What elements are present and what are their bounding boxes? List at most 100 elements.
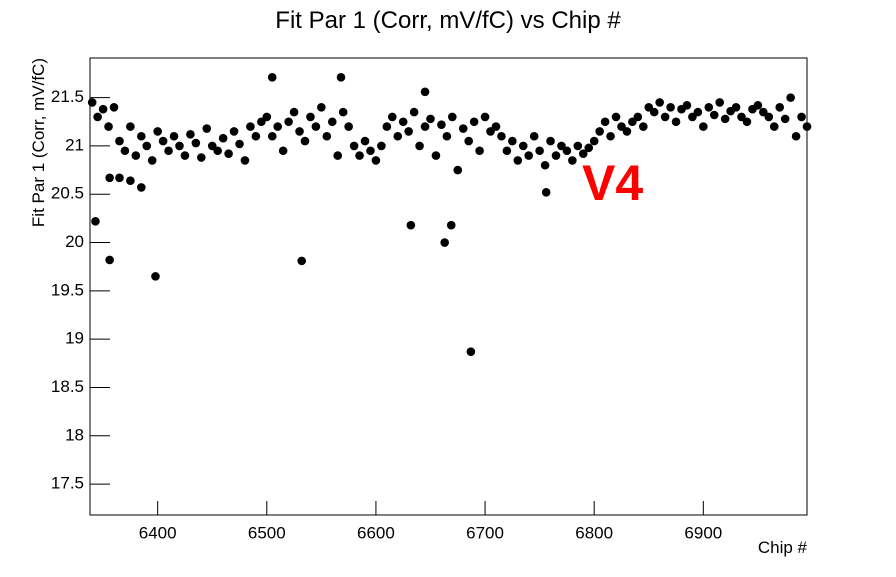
point <box>497 131 506 141</box>
point <box>426 114 435 124</box>
point <box>306 112 315 122</box>
point <box>475 146 484 156</box>
point <box>480 112 490 122</box>
point <box>540 160 550 170</box>
point <box>191 138 201 148</box>
point <box>153 127 162 136</box>
point <box>115 136 124 146</box>
y-tick-label: 19 <box>65 329 84 348</box>
point <box>336 73 346 82</box>
point <box>355 151 364 160</box>
y-tick-label: 21 <box>65 135 84 154</box>
point <box>273 122 283 131</box>
point <box>387 112 397 122</box>
point <box>802 122 812 131</box>
point <box>164 146 173 156</box>
point <box>278 146 288 156</box>
point <box>518 141 528 151</box>
y-tick-label: 20.5 <box>51 184 84 203</box>
point <box>322 131 332 141</box>
point <box>186 130 195 139</box>
point <box>317 102 326 112</box>
point <box>671 117 681 127</box>
point <box>404 127 413 136</box>
point <box>267 73 277 82</box>
x-tick-label: 6400 <box>139 523 177 542</box>
point <box>535 146 544 156</box>
point <box>333 151 343 160</box>
point <box>491 122 501 131</box>
x-tick-label: 6900 <box>684 523 722 542</box>
point <box>682 101 692 110</box>
point <box>91 216 100 226</box>
point <box>611 112 621 122</box>
point <box>600 117 610 127</box>
point <box>715 98 724 107</box>
point <box>393 131 403 141</box>
point <box>344 122 353 131</box>
point <box>639 122 648 131</box>
point <box>126 176 135 186</box>
point <box>415 141 424 151</box>
point <box>151 272 160 281</box>
point <box>406 220 416 230</box>
point <box>87 98 97 107</box>
point <box>448 112 457 122</box>
point <box>409 107 419 117</box>
y-tick-label: 18 <box>65 425 84 444</box>
point <box>655 98 664 107</box>
point <box>780 114 790 124</box>
point <box>595 127 604 136</box>
point <box>551 151 561 160</box>
point <box>660 112 670 122</box>
point <box>508 136 517 146</box>
point <box>180 151 190 160</box>
point <box>606 131 615 141</box>
point <box>104 122 113 131</box>
point <box>169 131 179 141</box>
point <box>420 87 430 97</box>
point <box>267 131 277 141</box>
y-tick-label: 18.5 <box>51 377 84 396</box>
point <box>251 131 261 141</box>
point <box>246 122 255 131</box>
point <box>240 156 250 165</box>
point <box>382 122 392 131</box>
y-tick-label: 20 <box>65 232 84 251</box>
y-axis-label: Fit Par 1 (Corr, mV/fC) <box>29 58 48 227</box>
point <box>458 124 468 133</box>
point <box>349 141 359 151</box>
point <box>446 220 456 230</box>
point <box>311 122 321 131</box>
point <box>731 102 741 112</box>
point <box>786 93 795 102</box>
point <box>105 173 114 183</box>
point <box>699 122 708 131</box>
y-tick-label: 19.5 <box>51 280 84 299</box>
point <box>300 136 310 146</box>
point <box>541 187 551 197</box>
point <box>327 117 337 127</box>
point <box>775 102 785 112</box>
point <box>442 131 452 141</box>
point <box>93 112 102 122</box>
point <box>218 133 228 143</box>
point <box>546 136 555 146</box>
point <box>175 141 184 151</box>
point <box>742 117 752 127</box>
point <box>98 104 108 114</box>
point <box>797 112 806 122</box>
point <box>431 151 441 160</box>
point <box>453 165 463 175</box>
point <box>578 149 588 158</box>
point <box>224 149 233 158</box>
point <box>338 107 348 117</box>
point <box>115 173 124 183</box>
point <box>573 141 583 151</box>
point <box>109 102 119 112</box>
point <box>147 156 157 165</box>
point <box>440 238 449 247</box>
point <box>704 102 714 112</box>
point <box>502 146 512 156</box>
point <box>120 146 130 156</box>
